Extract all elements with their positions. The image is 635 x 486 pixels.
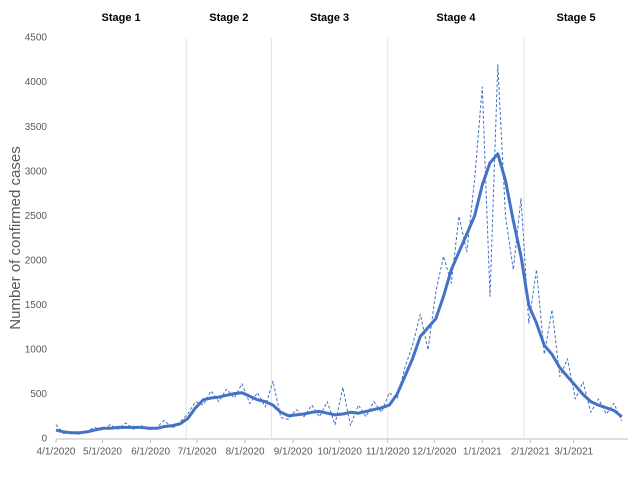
series-line (55, 64, 623, 435)
stage-label: Stage 3 (310, 12, 349, 24)
x-tick-label: 4/1/2020 (37, 447, 76, 458)
stage-label: Stage 2 (209, 12, 248, 24)
y-tick-label: 3000 (25, 166, 48, 177)
x-tick-label: 7/1/2020 (178, 447, 217, 458)
x-tick-label: 9/1/2020 (274, 447, 313, 458)
x-tick-label: 12/1/2020 (412, 447, 457, 458)
x-tick-label: 1/1/2021 (463, 447, 502, 458)
y-tick-label: 1500 (25, 300, 48, 311)
series-line (55, 152, 623, 435)
x-tick-label: 11/1/2020 (366, 447, 410, 458)
x-tick-label: 8/1/2020 (226, 447, 265, 458)
y-tick-label: 0 (41, 434, 47, 445)
y-tick-label: 1000 (25, 345, 48, 356)
stage-label: Stage 5 (557, 12, 596, 24)
y-axis-label: Number of confirmed cases (7, 146, 24, 329)
y-tick-label: 500 (30, 389, 47, 400)
y-tick-label: 3500 (25, 122, 48, 133)
y-tick-label: 4000 (25, 77, 48, 88)
stage-label: Stage 4 (436, 12, 476, 24)
y-tick-label: 4500 (25, 33, 48, 44)
x-tick-label: 5/1/2020 (83, 447, 122, 458)
stage-label: Stage 1 (102, 12, 141, 24)
y-tick-label: 2000 (25, 255, 48, 266)
y-tick-label: 2500 (25, 211, 48, 222)
x-tick-label: 3/1/2021 (554, 447, 593, 458)
x-tick-label: 2/1/2021 (511, 447, 550, 458)
x-tick-label: 6/1/2020 (131, 447, 170, 458)
x-tick-label: 10/1/2020 (317, 447, 362, 458)
